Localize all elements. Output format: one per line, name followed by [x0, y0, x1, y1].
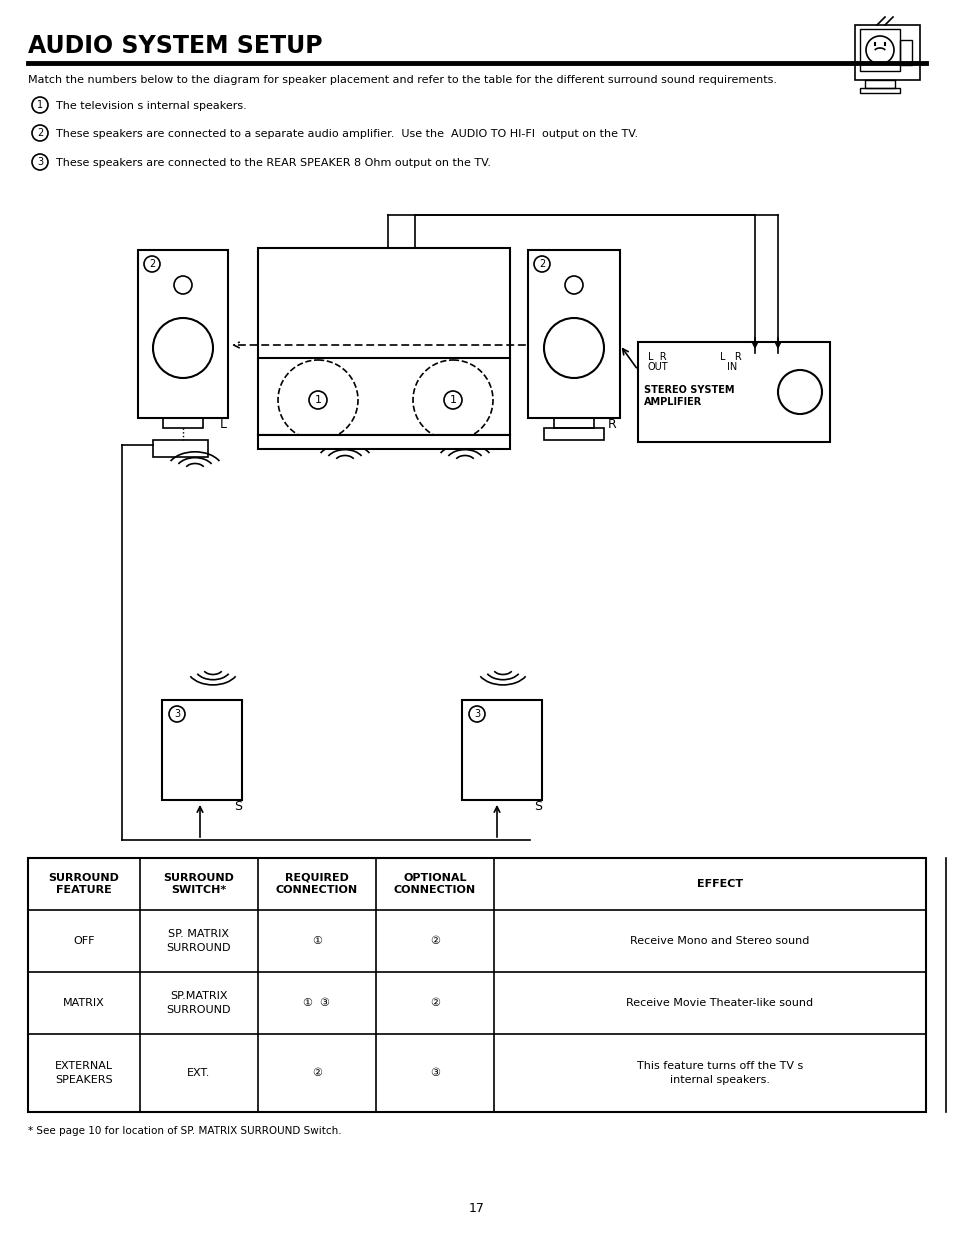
- Text: REQUIRED
CONNECTION: REQUIRED CONNECTION: [275, 873, 357, 895]
- Text: ②: ②: [312, 1068, 322, 1078]
- Text: SP.MATRIX
SURROUND: SP.MATRIX SURROUND: [167, 992, 231, 1015]
- Text: AMPLIFIER: AMPLIFIER: [643, 396, 701, 408]
- Bar: [257, 248, 510, 435]
- Text: 3: 3: [474, 709, 479, 719]
- Text: Receive Mono and Stereo sound: Receive Mono and Stereo sound: [630, 936, 809, 946]
- Text: 1: 1: [449, 395, 456, 405]
- Bar: [543, 429, 603, 440]
- Text: AUDIO SYSTEM SETUP: AUDIO SYSTEM SETUP: [28, 35, 322, 58]
- Text: 2: 2: [149, 259, 155, 269]
- Bar: [554, 417, 594, 429]
- Text: SURROUND
FEATURE: SURROUND FEATURE: [49, 873, 119, 895]
- Text: Match the numbers below to the diagram for speaker placement and refer to the ta: Match the numbers below to the diagram f…: [28, 75, 776, 85]
- Text: 3: 3: [173, 709, 180, 719]
- Text: * See page 10 for location of SP. MATRIX SURROUND Switch.: * See page 10 for location of SP. MATRIX…: [28, 1126, 341, 1136]
- Bar: [257, 435, 510, 450]
- Bar: [854, 25, 919, 80]
- Text: 2: 2: [538, 259, 544, 269]
- Text: EFFECT: EFFECT: [697, 879, 742, 889]
- Text: IN: IN: [726, 362, 737, 372]
- Text: S: S: [534, 800, 541, 813]
- Text: L: L: [220, 417, 227, 431]
- Text: This feature turns off the TV s
internal speakers.: This feature turns off the TV s internal…: [637, 1061, 802, 1084]
- Text: R: R: [607, 417, 616, 431]
- Bar: [163, 417, 203, 429]
- Text: 1: 1: [314, 395, 321, 405]
- Bar: [162, 700, 242, 800]
- Text: 2: 2: [37, 128, 43, 138]
- Bar: [28, 858, 925, 1112]
- Text: OFF: OFF: [73, 936, 94, 946]
- Text: MATRIX: MATRIX: [63, 998, 105, 1008]
- Text: EXTERNAL
SPEAKERS: EXTERNAL SPEAKERS: [55, 1061, 113, 1084]
- Text: STEREO SYSTEM: STEREO SYSTEM: [643, 385, 734, 395]
- Text: L  R: L R: [647, 352, 666, 362]
- Bar: [899, 40, 911, 65]
- Bar: [461, 700, 541, 800]
- Text: OPTIONAL
CONNECTION: OPTIONAL CONNECTION: [394, 873, 476, 895]
- Text: 3: 3: [37, 157, 43, 167]
- Bar: [864, 80, 894, 88]
- Text: L   R: L R: [720, 352, 741, 362]
- Text: S: S: [233, 800, 242, 813]
- Bar: [859, 28, 899, 70]
- Text: SURROUND
SWITCH*: SURROUND SWITCH*: [163, 873, 234, 895]
- Bar: [859, 88, 899, 93]
- Bar: [138, 249, 228, 417]
- Bar: [152, 440, 208, 457]
- Text: EXT.: EXT.: [187, 1068, 211, 1078]
- Text: These speakers are connected to the REAR SPEAKER 8 Ohm output on the TV.: These speakers are connected to the REAR…: [56, 158, 491, 168]
- Text: ①  ③: ① ③: [303, 998, 330, 1008]
- Text: ②: ②: [430, 936, 439, 946]
- Text: 17: 17: [469, 1202, 484, 1215]
- Text: ①: ①: [312, 936, 322, 946]
- Text: ③: ③: [430, 1068, 439, 1078]
- Text: The television s internal speakers.: The television s internal speakers.: [56, 101, 247, 111]
- Text: These speakers are connected to a separate audio amplifier.  Use the  AUDIO TO H: These speakers are connected to a separa…: [56, 128, 638, 140]
- Bar: [638, 342, 829, 442]
- Text: Receive Movie Theater-like sound: Receive Movie Theater-like sound: [626, 998, 813, 1008]
- Text: OUT: OUT: [647, 362, 668, 372]
- Text: 1: 1: [37, 100, 43, 110]
- Text: SP. MATRIX
SURROUND: SP. MATRIX SURROUND: [167, 930, 231, 952]
- Text: ②: ②: [430, 998, 439, 1008]
- Bar: [527, 249, 619, 417]
